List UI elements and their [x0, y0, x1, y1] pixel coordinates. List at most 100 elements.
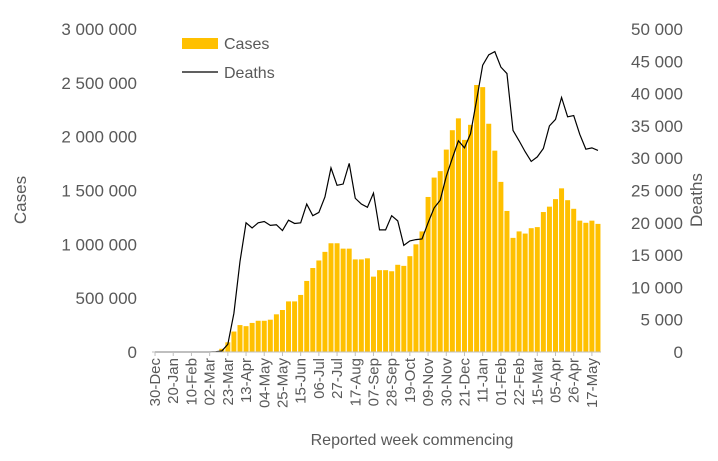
cases-bar — [273, 314, 279, 352]
cases-bar — [474, 84, 480, 353]
y-right-tick-label: 50 000 — [631, 20, 683, 39]
x-tick-label: 21-Dec — [456, 358, 473, 407]
x-tick-label: 11-Jan — [475, 358, 492, 403]
x-tick-label: 05-Apr — [547, 358, 564, 403]
cases-bar — [528, 228, 534, 352]
x-tick-label: 25-May — [274, 358, 291, 409]
cases-bars — [213, 84, 601, 353]
y-left-tick-label: 2 000 000 — [61, 128, 137, 147]
x-tick-label: 26-Apr — [566, 358, 583, 403]
cases-bar — [231, 331, 237, 352]
y-left-tick-label: 1 000 000 — [61, 235, 137, 254]
cases-bar — [328, 243, 334, 352]
cases-bar — [237, 325, 243, 352]
cases-bar — [449, 130, 455, 352]
cases-bar — [279, 310, 285, 352]
x-tick-label: 19-Oct — [402, 357, 419, 403]
cases-bar — [389, 271, 395, 352]
y-axis-left-ticks: 0 500 000 1 000 000 1 500 000 2 000 000 2 500… — [61, 20, 137, 362]
y-right-tick-label: 0 — [674, 343, 683, 362]
y-right-tick-label: 35 000 — [631, 117, 683, 136]
y-right-tick-label: 25 000 — [631, 182, 683, 201]
cases-bar — [419, 231, 425, 352]
y-left-tick-label: 2 500 000 — [61, 74, 137, 93]
legend-deaths-label: Deaths — [224, 65, 275, 82]
x-tick-label: 22-Feb — [511, 358, 528, 406]
cases-bar — [480, 87, 486, 352]
cases-bar — [534, 227, 540, 352]
cases-bar — [358, 259, 364, 352]
cases-bar — [370, 276, 376, 352]
cases-bar — [546, 206, 552, 352]
x-tick-label: 06-Jul — [311, 358, 328, 399]
y-left-tick-label: 3 000 000 — [61, 20, 137, 39]
x-tick-label: 15-Jun — [293, 358, 310, 404]
x-tick-label: 28-Sep — [384, 358, 401, 406]
x-tick-label: 02-Mar — [202, 358, 219, 406]
cases-bar — [243, 326, 249, 352]
x-tick-label: 30-Dec — [147, 358, 164, 407]
cases-bar — [298, 294, 304, 352]
cases-bar — [492, 150, 498, 352]
cases-bar — [498, 181, 504, 352]
cases-bar — [510, 237, 516, 352]
y-right-tick-label: 15 000 — [631, 246, 683, 265]
cases-bar — [553, 199, 558, 352]
cases-bar — [516, 231, 522, 352]
legend-cases-swatch — [182, 38, 218, 49]
cases-bar — [407, 256, 413, 352]
cases-bar — [559, 188, 565, 352]
x-axis-label: Reported week commencing — [311, 432, 514, 449]
cases-bar — [304, 280, 310, 352]
cases-bar — [364, 258, 370, 352]
x-tick-label: 30-Nov — [438, 358, 455, 407]
x-tick-label: 17-Aug — [347, 358, 364, 406]
x-tick-label: 20-Jan — [165, 358, 182, 404]
cases-bar — [261, 320, 267, 352]
cases-bar — [401, 265, 407, 352]
cases-bar — [225, 342, 231, 352]
cases-bar — [522, 233, 528, 352]
y-axis-right-ticks: 0 5 000 10 000 15 000 20 000 25 000 30 000 35 0… — [631, 20, 683, 362]
x-tick-label: 10-Feb — [183, 358, 200, 406]
cases-bar — [589, 220, 595, 352]
cases-bar — [565, 200, 571, 352]
cases-bar — [267, 319, 273, 352]
x-tick-label: 23-Mar — [220, 358, 237, 406]
x-axis-ticks: 30-Dec 20-Jan 10-Feb 02-Mar 23-Mar 13-Apr 04-M… — [147, 352, 601, 408]
cases-bar — [340, 248, 346, 352]
cases-bar — [468, 124, 474, 352]
cases-bar — [461, 139, 467, 352]
cases-bar — [322, 251, 328, 352]
y-left-tick-label: 0 — [128, 343, 137, 362]
cases-bar — [334, 243, 340, 352]
x-tick-label: 17-May — [584, 358, 601, 409]
cases-bar — [316, 260, 322, 352]
x-tick-label: 04-May — [256, 358, 273, 409]
y-left-tick-label: 500 000 — [76, 289, 137, 308]
legend: Cases Deaths — [182, 36, 275, 82]
legend-cases-label: Cases — [224, 36, 269, 53]
cases-bar — [383, 270, 389, 352]
cases-bar — [504, 210, 510, 352]
cases-bar — [431, 177, 437, 352]
y-right-tick-label: 5 000 — [640, 311, 683, 330]
cases-bar — [443, 149, 449, 352]
cases-bar — [437, 171, 443, 352]
y-right-tick-label: 40 000 — [631, 85, 683, 104]
cases-bar — [286, 301, 292, 352]
cases-bar — [486, 123, 492, 352]
cases-bar — [395, 264, 401, 352]
cases-bar — [577, 220, 583, 352]
cases-bar — [425, 196, 431, 352]
cases-bar — [571, 208, 577, 352]
y-left-tick-label: 1 500 000 — [61, 182, 137, 201]
x-tick-label: 13-Apr — [238, 358, 255, 403]
y-axis-right-label: Deaths — [687, 173, 706, 227]
y-axis-left-label: Cases — [11, 176, 30, 224]
cases-bar — [310, 268, 316, 352]
cases-bar — [583, 222, 589, 352]
x-tick-label: 01-Feb — [493, 358, 510, 406]
cases-bar — [352, 259, 358, 352]
